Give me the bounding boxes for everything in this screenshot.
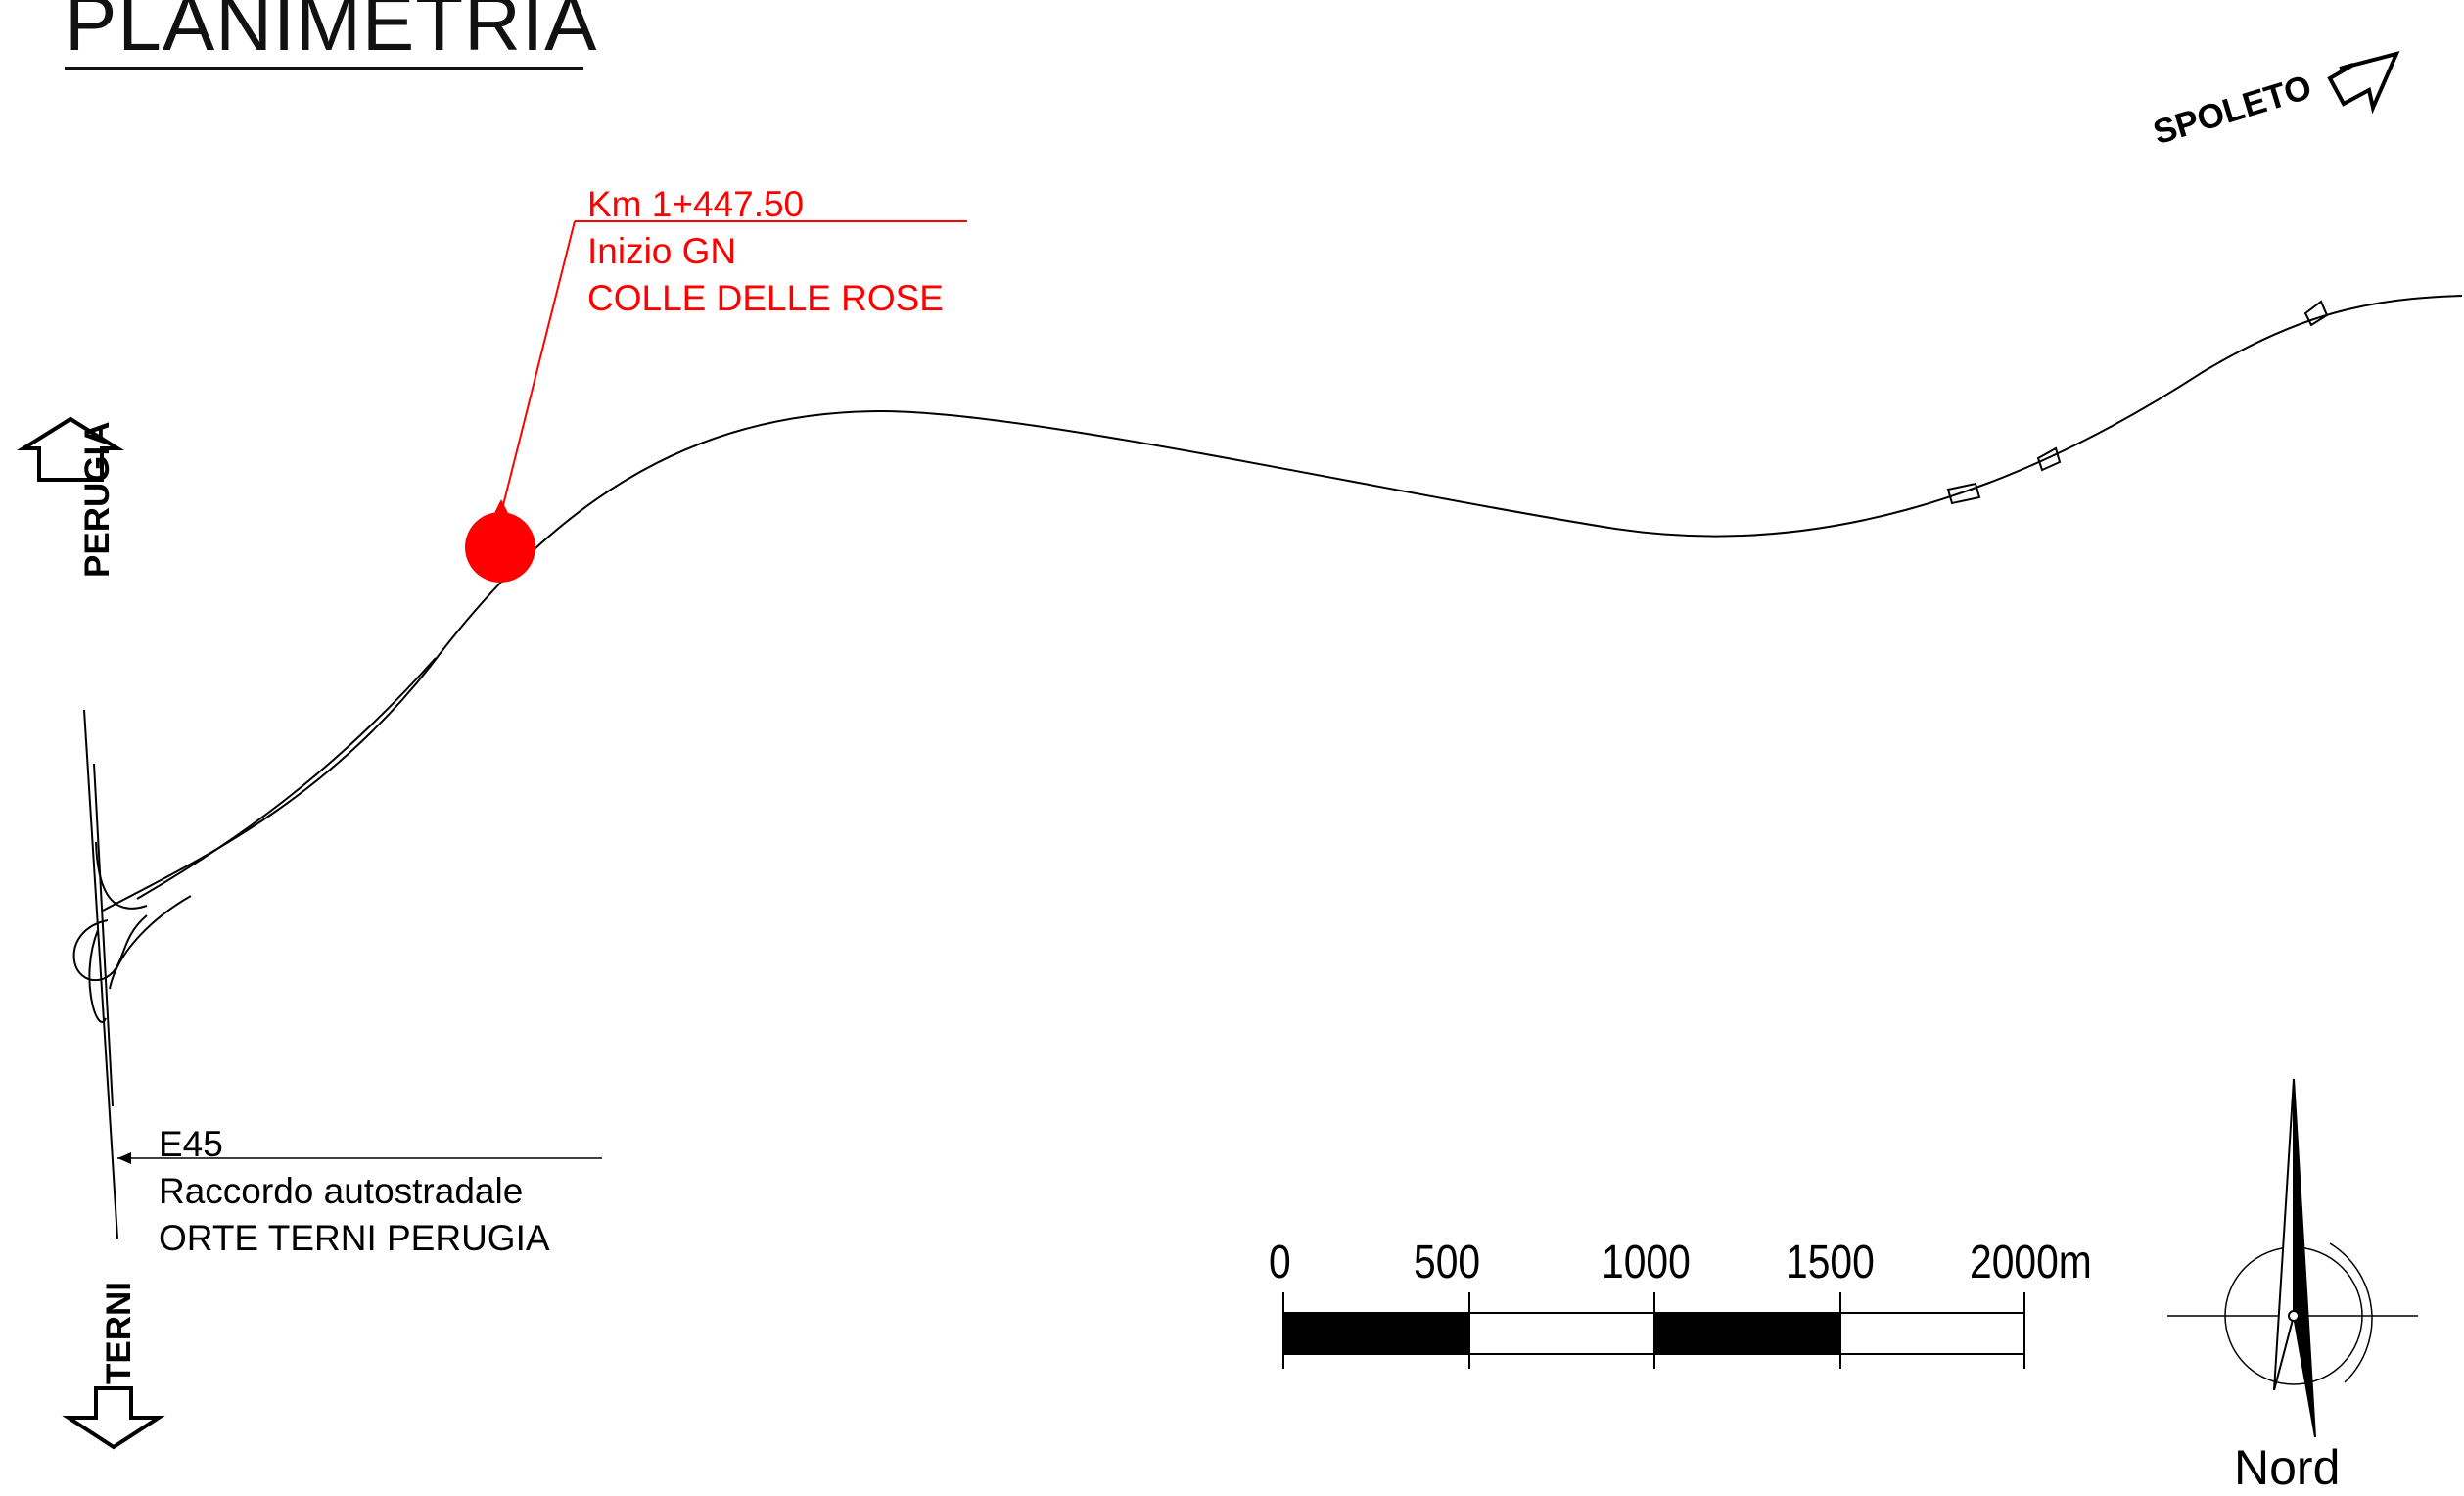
highway-arrowhead [117, 1152, 131, 1164]
annotation-arrowhead [493, 499, 509, 515]
road-alignment-branch [136, 657, 437, 900]
scale-label: 0 [1269, 1237, 1291, 1288]
scale-label: 1500 [1786, 1237, 1875, 1288]
scale-label: 500 [1414, 1237, 1481, 1288]
arrow-northeast-icon [2327, 51, 2400, 115]
scale-label: 2000m [1970, 1237, 2092, 1288]
scale-segment [1654, 1313, 1840, 1354]
annotation-tunnel-name: COLLE DELLE ROSE [587, 278, 944, 318]
tunnel-start-point [465, 512, 535, 583]
interchange [72, 709, 192, 1239]
road-alignment [102, 295, 2463, 912]
scale-segment [1283, 1313, 1469, 1354]
title-underline [65, 67, 583, 70]
arrow-up-icon [17, 416, 124, 482]
highway-code: E45 [159, 1124, 223, 1164]
tunnel-portal-marker [1946, 300, 2329, 505]
scale-bar [1282, 1292, 2025, 1369]
north-arrow-icon [2167, 1078, 2418, 1438]
arrow-down-icon [62, 1386, 165, 1450]
direction-label-terni: TERNI [100, 1282, 138, 1384]
scale-label: 1000 [1602, 1237, 1691, 1288]
highway-route: ORTE TERNI PERUGIA [159, 1218, 550, 1258]
direction-label-perugia: PERUGIA [78, 421, 116, 578]
annotation-leader [500, 220, 576, 514]
highway-type: Raccordo autostradale [159, 1171, 524, 1211]
annotation-chainage: Km 1+447.50 [587, 184, 805, 224]
compass-label: Nord [2234, 1440, 2341, 1495]
annotation-label: Inizio GN [587, 231, 737, 271]
page-title: PLANIMETRIA [65, 0, 598, 67]
